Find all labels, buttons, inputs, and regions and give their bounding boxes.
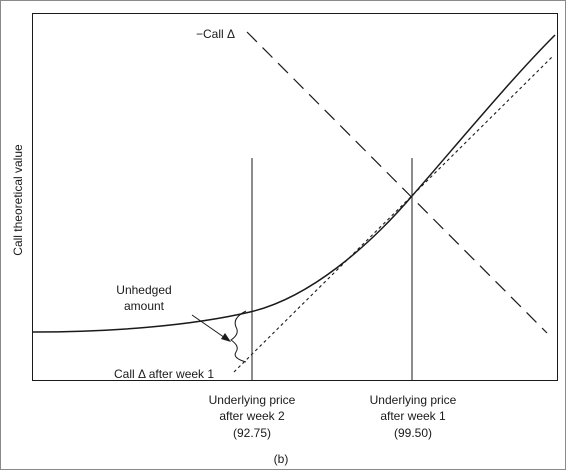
unhedged-arrow-head (221, 333, 231, 342)
neg-call-delta-line (246, 31, 548, 334)
y-axis-label: Call theoretical value (11, 144, 25, 256)
week1-label-line2: after week 1 (380, 409, 446, 423)
week2-label-line1: Underlying price (209, 393, 296, 407)
call-delta-tangent-line (233, 56, 553, 373)
week2-label-line2: after week 2 (219, 409, 285, 423)
panel-label: (b) (274, 452, 289, 466)
call-delta-after-week1-label: Call Δ after week 1 (114, 367, 214, 381)
unhedged-label-line2: amount (124, 299, 165, 313)
unhedged-label-line1: Unhedged (116, 283, 171, 297)
unhedged-arrow-shaft (191, 314, 229, 341)
week2-price-label: (92.75) (233, 426, 271, 440)
week1-label-line1: Underlying price (370, 393, 457, 407)
call-value-curve (32, 34, 556, 333)
unhedged-brace (230, 310, 247, 363)
week1-price-label: (99.50) (394, 426, 432, 440)
plot-frame (32, 13, 558, 381)
neg-call-delta-label: −Call Δ (196, 27, 235, 41)
